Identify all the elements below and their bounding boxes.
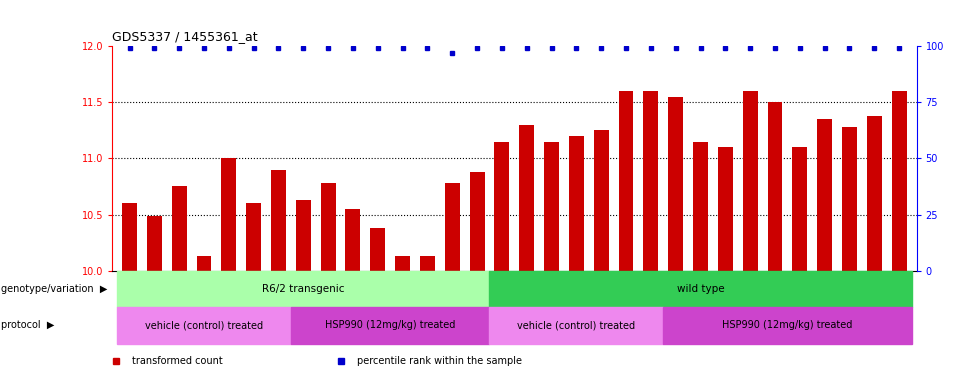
Text: R6/2 transgenic: R6/2 transgenic bbox=[262, 284, 344, 294]
Text: HSP990 (12mg/kg) treated: HSP990 (12mg/kg) treated bbox=[325, 320, 455, 331]
Bar bbox=[117, 307, 291, 344]
Bar bbox=[544, 142, 559, 271]
Text: genotype/variation  ▶: genotype/variation ▶ bbox=[1, 284, 107, 294]
Text: HSP990 (12mg/kg) treated: HSP990 (12mg/kg) treated bbox=[722, 320, 852, 331]
Bar bbox=[321, 183, 335, 271]
Bar bbox=[767, 102, 783, 271]
Bar bbox=[246, 204, 261, 271]
Text: percentile rank within the sample: percentile rank within the sample bbox=[358, 356, 523, 366]
Bar bbox=[172, 187, 186, 271]
Bar bbox=[445, 183, 459, 271]
Bar bbox=[147, 216, 162, 271]
Bar bbox=[395, 256, 410, 271]
Bar bbox=[817, 119, 832, 271]
Text: transformed count: transformed count bbox=[133, 356, 223, 366]
Bar bbox=[489, 271, 912, 307]
Text: GDS5337 / 1455361_at: GDS5337 / 1455361_at bbox=[112, 30, 257, 43]
Bar bbox=[668, 97, 683, 271]
Bar bbox=[470, 172, 485, 271]
Bar bbox=[743, 91, 758, 271]
Bar bbox=[117, 271, 489, 307]
Bar bbox=[867, 116, 881, 271]
Text: vehicle (control) treated: vehicle (control) treated bbox=[145, 320, 263, 331]
Bar bbox=[793, 147, 807, 271]
Bar bbox=[892, 91, 907, 271]
Bar bbox=[663, 307, 912, 344]
Text: wild type: wild type bbox=[677, 284, 724, 294]
Bar bbox=[122, 204, 136, 271]
Bar bbox=[594, 130, 608, 271]
Bar bbox=[718, 147, 733, 271]
Bar bbox=[618, 91, 634, 271]
Bar bbox=[420, 256, 435, 271]
Bar bbox=[693, 142, 708, 271]
Bar bbox=[494, 142, 509, 271]
Bar bbox=[644, 91, 658, 271]
Bar bbox=[345, 209, 361, 271]
Bar bbox=[370, 228, 385, 271]
Bar bbox=[842, 127, 857, 271]
Bar bbox=[197, 256, 212, 271]
Bar bbox=[271, 170, 286, 271]
Bar bbox=[221, 159, 236, 271]
Bar bbox=[569, 136, 584, 271]
Text: vehicle (control) treated: vehicle (control) treated bbox=[518, 320, 636, 331]
Bar bbox=[489, 307, 663, 344]
Text: protocol  ▶: protocol ▶ bbox=[1, 320, 55, 331]
Bar bbox=[291, 307, 489, 344]
Bar bbox=[295, 200, 311, 271]
Bar bbox=[520, 125, 534, 271]
